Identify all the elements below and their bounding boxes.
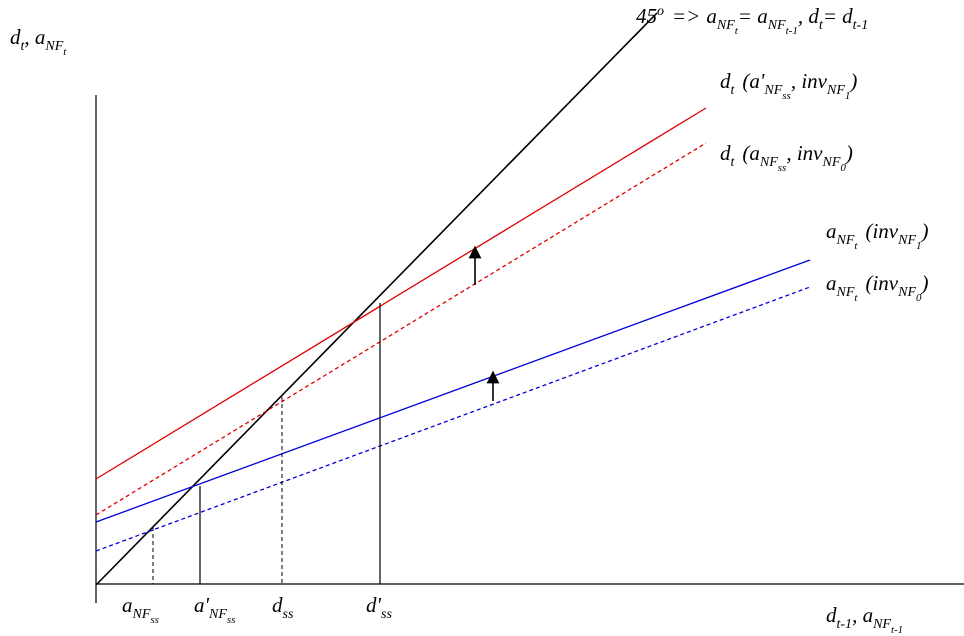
- a-old-label: aNFt(invNF0): [826, 271, 929, 304]
- x-axis-label: dt-1, aNFt-1: [826, 603, 903, 636]
- a-new-line: [95, 259, 811, 523]
- forty-five-degree-line: [95, 12, 658, 586]
- d-old-label: dt (aNFss, invNF0): [720, 141, 853, 174]
- y-axis-label: dt, aNFt: [10, 25, 67, 58]
- forty-five-line-label: 45o => aNFt= aNFt-1, dt= dt-1: [636, 4, 868, 37]
- tick-d-prime-ss: d'ss: [366, 593, 392, 622]
- d-old-line: [95, 142, 707, 516]
- tick-d-ss: dss: [272, 593, 294, 622]
- d-new-line: [95, 107, 707, 480]
- d-new-label: dt (a'NFss, invNF1): [720, 69, 857, 102]
- tick-a-prime-ss: a'NFss: [194, 593, 235, 626]
- a-new-label: aNFt(invNF1): [826, 219, 929, 252]
- a-old-line: [95, 286, 811, 552]
- tick-a-ss: aNFss: [122, 593, 159, 626]
